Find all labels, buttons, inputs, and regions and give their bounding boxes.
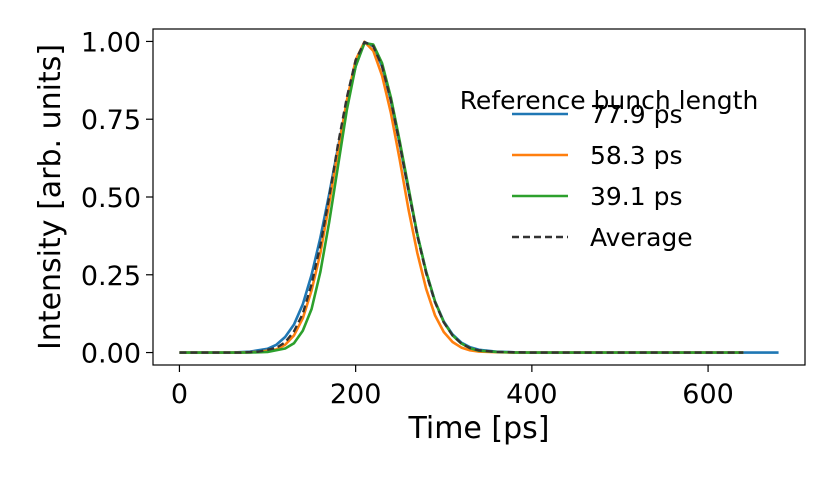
legend-entry-label: 39.1 ps [590, 182, 683, 211]
legend-title: Reference bunch length [460, 86, 759, 115]
series-line-4 [179, 40, 744, 354]
y-tick-label: 0.00 [81, 339, 141, 370]
legend-entry-label: 77.9 ps [590, 100, 683, 129]
y-tick-label: 0.75 [81, 105, 141, 136]
x-tick-label: 600 [682, 379, 734, 410]
y-tick-label: 0.50 [81, 183, 141, 214]
y-tick-label: 1.00 [81, 27, 141, 58]
legend: Reference bunch length 77.9 ps 58.3 ps 39.… [460, 86, 759, 252]
x-axis-label: Time [ps] [407, 411, 549, 446]
legend-entry-label: 58.3 ps [590, 141, 683, 170]
legend-entry-label: Average [590, 223, 693, 252]
x-axis: 0 200 400 600 [171, 365, 734, 410]
x-tick-label: 400 [506, 379, 558, 410]
plot-frame [152, 28, 806, 366]
y-axis: 0.00 0.25 0.50 0.75 1.00 [81, 27, 153, 370]
x-tick-label: 0 [171, 379, 188, 410]
y-axis-label: Intensity [arb. units] [33, 44, 68, 350]
plot-lines [179, 40, 779, 354]
x-tick-label: 200 [330, 379, 382, 410]
y-tick-label: 0.25 [81, 261, 141, 292]
